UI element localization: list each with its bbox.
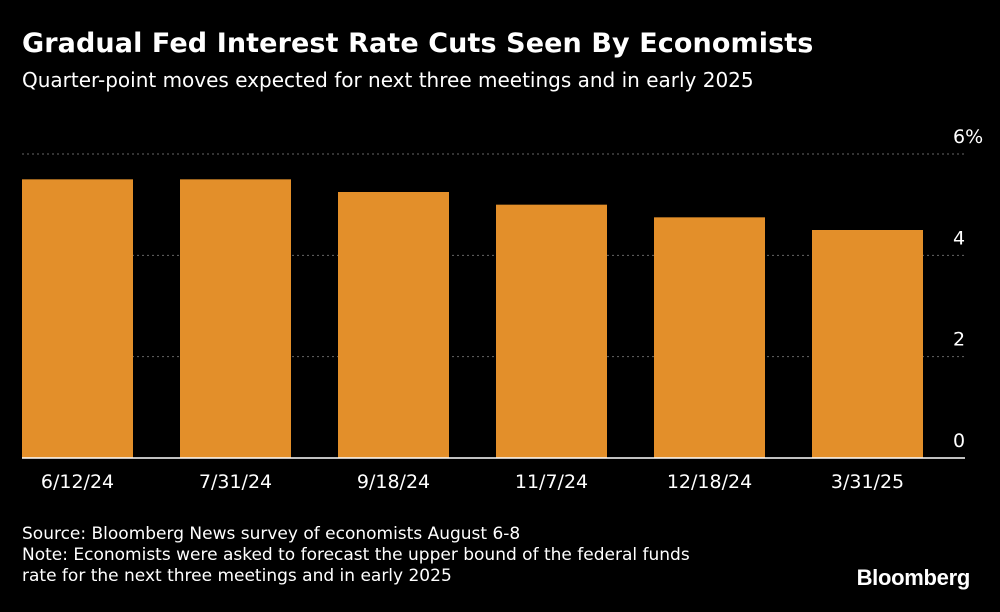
x-tick-label: 3/31/25 [831,471,904,493]
y-tick-labels: 0 2 4 6% [953,126,983,452]
x-tick-label: 12/18/24 [667,471,752,493]
y-tick-label: 6% [953,126,983,148]
methodology-note-line-2: rate for the next three meetings and in … [22,566,452,586]
x-tick-labels: 6/12/24 7/31/24 9/18/24 11/7/24 12/18/24 3/31… [41,471,904,493]
y-tick-label: 2 [953,329,965,351]
bar-12/18/24 [654,217,765,458]
y-tick-label: 4 [953,227,965,249]
chart-title: Gradual Fed Interest Rate Cuts Seen By E… [22,28,814,59]
bar-6/12/24 [22,179,133,459]
source-note: Source: Bloomberg News survey of economi… [22,524,521,544]
x-tick-label: 9/18/24 [357,471,430,493]
bloomberg-logo: Bloomberg [856,565,971,590]
bar-11/7/24 [496,204,607,458]
x-tick-label: 7/31/24 [199,471,272,493]
chart-footer: Source: Bloomberg News survey of economi… [22,524,690,587]
bar-9/18/24 [338,192,449,458]
bars [22,179,923,459]
y-tick-label: 0 [953,430,965,452]
gridlines [22,153,965,358]
chart-subtitle: Quarter-point moves expected for next th… [22,68,754,92]
x-tick-label: 6/12/24 [41,471,114,493]
methodology-note-line-1: Note: Economists were asked to forecast … [22,545,690,565]
x-tick-label: 11/7/24 [515,471,588,493]
bar-7/31/24 [180,179,291,459]
bar-3/31/25 [812,230,923,458]
